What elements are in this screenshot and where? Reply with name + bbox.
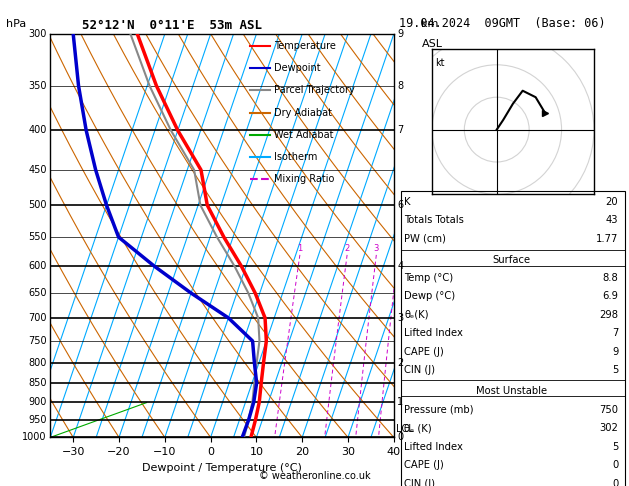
Text: 850: 850: [28, 378, 47, 388]
Text: Mixing Ratio: Mixing Ratio: [274, 174, 334, 184]
Text: 3: 3: [374, 244, 379, 253]
Text: 8.8: 8.8: [603, 273, 618, 283]
Text: CAPE (J): CAPE (J): [404, 460, 444, 470]
Text: Wet Adiabat: Wet Adiabat: [274, 130, 333, 140]
Text: Isotherm: Isotherm: [274, 152, 317, 162]
Text: 300: 300: [28, 29, 47, 39]
Text: 950: 950: [28, 415, 47, 425]
Text: 5: 5: [612, 442, 618, 451]
Text: Surface: Surface: [493, 255, 530, 264]
Text: Parcel Trajectory: Parcel Trajectory: [274, 86, 354, 95]
Text: 52°12'N  0°11'E  53m ASL: 52°12'N 0°11'E 53m ASL: [82, 19, 262, 33]
Text: 0: 0: [612, 479, 618, 486]
Text: Dry Adiabat: Dry Adiabat: [274, 108, 331, 118]
Text: 9: 9: [612, 347, 618, 357]
Text: K: K: [404, 197, 411, 207]
Text: Most Unstable: Most Unstable: [476, 386, 547, 396]
Text: 750: 750: [599, 405, 618, 415]
Text: Dewpoint: Dewpoint: [274, 63, 320, 73]
Text: 800: 800: [28, 358, 47, 367]
Text: 5: 5: [612, 365, 618, 375]
X-axis label: Dewpoint / Temperature (°C): Dewpoint / Temperature (°C): [142, 463, 302, 473]
Text: Temp (°C): Temp (°C): [404, 273, 454, 283]
Text: 400: 400: [28, 125, 47, 136]
Text: 0: 0: [612, 460, 618, 470]
Text: 298: 298: [599, 310, 618, 320]
Text: θₑ (K): θₑ (K): [404, 423, 432, 433]
Text: LCL: LCL: [396, 424, 414, 434]
Text: hPa: hPa: [6, 19, 26, 30]
Text: Pressure (mb): Pressure (mb): [404, 405, 474, 415]
Text: 6: 6: [398, 200, 403, 210]
Text: 43: 43: [606, 215, 618, 225]
Text: 1: 1: [398, 397, 403, 407]
Text: CIN (J): CIN (J): [404, 365, 435, 375]
Text: Lifted Index: Lifted Index: [404, 442, 464, 451]
Text: 3: 3: [398, 313, 403, 323]
Text: 302: 302: [599, 423, 618, 433]
Text: 6.9: 6.9: [603, 292, 618, 301]
Text: 500: 500: [28, 200, 47, 210]
Text: 700: 700: [28, 313, 47, 323]
Text: Temperature: Temperature: [274, 41, 335, 51]
Text: 650: 650: [28, 288, 47, 298]
Text: 1.77: 1.77: [596, 234, 618, 243]
Text: 2: 2: [345, 244, 350, 253]
Text: 600: 600: [28, 261, 47, 271]
Text: 450: 450: [28, 165, 47, 175]
Text: 7: 7: [612, 329, 618, 338]
Text: km: km: [421, 19, 439, 30]
Text: Dewp (°C): Dewp (°C): [404, 292, 455, 301]
Text: 350: 350: [28, 81, 47, 91]
Text: 550: 550: [28, 232, 47, 242]
Text: 4: 4: [398, 261, 403, 271]
Text: 19.04.2024  09GMT  (Base: 06): 19.04.2024 09GMT (Base: 06): [399, 17, 606, 30]
Text: PW (cm): PW (cm): [404, 234, 447, 243]
Text: © weatheronline.co.uk: © weatheronline.co.uk: [259, 471, 370, 481]
Text: ASL: ASL: [421, 39, 442, 49]
Text: CAPE (J): CAPE (J): [404, 347, 444, 357]
Text: 9: 9: [398, 29, 403, 39]
Text: 900: 900: [28, 397, 47, 407]
Text: Lifted Index: Lifted Index: [404, 329, 464, 338]
Text: CIN (J): CIN (J): [404, 479, 435, 486]
Text: 1: 1: [298, 244, 303, 253]
Text: 2: 2: [398, 358, 403, 367]
Text: 1000: 1000: [23, 433, 47, 442]
Text: 7: 7: [398, 125, 403, 136]
Text: 8: 8: [398, 81, 403, 91]
Text: 20: 20: [606, 197, 618, 207]
Text: θₑ(K): θₑ(K): [404, 310, 429, 320]
Text: kt: kt: [435, 58, 445, 69]
Text: 750: 750: [28, 336, 47, 346]
Text: Totals Totals: Totals Totals: [404, 215, 464, 225]
Text: 0: 0: [398, 433, 403, 442]
